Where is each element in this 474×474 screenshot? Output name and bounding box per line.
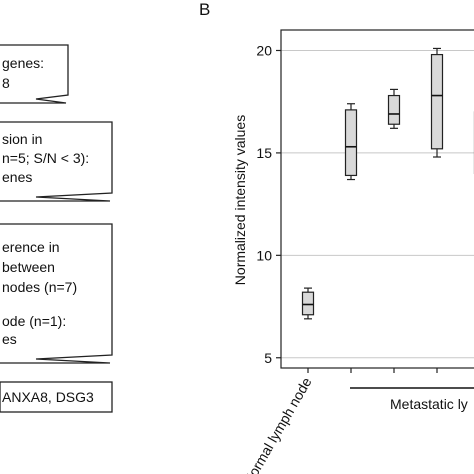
y-tick-label: 15 (256, 145, 272, 161)
boxes (301, 47, 474, 373)
x-category-label: Normal lymph node (240, 374, 315, 474)
flowchart-box-1 (0, 44, 69, 104)
y-tick-label: 10 (256, 247, 272, 263)
box-4 (430, 47, 444, 373)
grid-lines (281, 49, 474, 359)
flowchart-box-2-line-3: enes (2, 169, 32, 185)
panel-label: B (199, 0, 210, 19)
flowchart-box-2-line-1: sion in (2, 131, 42, 147)
flowchart-box-3 (0, 223, 113, 364)
iqr-box (301, 291, 315, 316)
plot-frame (280, 29, 474, 369)
box-1 (301, 287, 315, 373)
flowchart-panel: genes: 8 sion in n=5; S/N < 3): enes ere… (0, 44, 113, 413)
iqr-box (430, 53, 444, 150)
group-label: Metastatic ly (390, 396, 468, 412)
y-tick-label: 20 (256, 42, 272, 58)
y-axis-title: Normalized intensity values (232, 115, 248, 285)
flowchart-result-text: ANXA8, DSG3 (2, 389, 94, 405)
y-tick-label: 5 (264, 350, 272, 366)
flowchart-box-1-line-2: 8 (2, 75, 10, 91)
y-axis: 5 10 15 20 (256, 42, 281, 366)
flowchart-box-3-line-2: between (2, 259, 55, 275)
x-axis-labels: Normal lymph node (240, 374, 315, 474)
iqr-box (387, 94, 401, 125)
flowchart-box-3-line-4: ode (n=1): (2, 313, 66, 329)
flowchart-box-2 (0, 121, 113, 202)
iqr-box (344, 109, 358, 177)
flowchart-box-3-line-5: es (2, 331, 17, 347)
box-3 (387, 88, 401, 373)
flowchart-box-3-line-1: erence in (2, 239, 60, 255)
box-2 (344, 103, 358, 373)
flowchart-box-3-line-3: nodes (n=7) (2, 279, 77, 295)
flowchart-box-1-line-1: genes: (2, 55, 44, 71)
flowchart-result-box (0, 381, 113, 413)
box-plot: 5 10 15 20 Normalized intensity values Norm… (232, 29, 474, 474)
flowchart-box-2-line-2: n=5; S/N < 3): (2, 150, 89, 166)
